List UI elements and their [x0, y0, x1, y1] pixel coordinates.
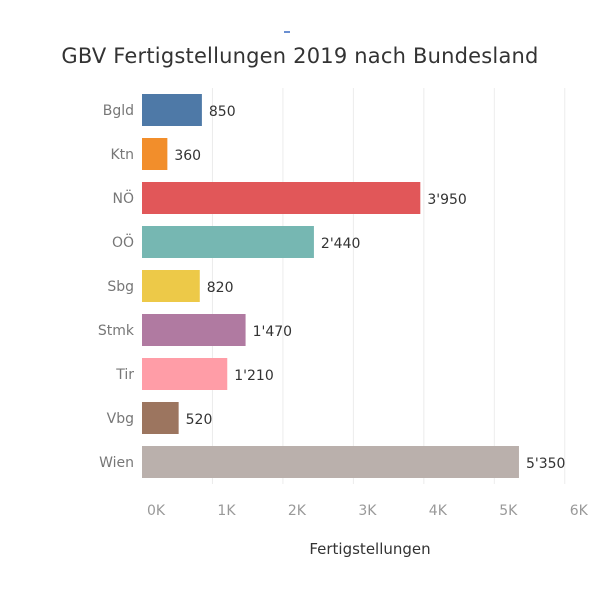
category-label: Bgld: [103, 103, 134, 119]
bar[interactable]: [142, 182, 421, 214]
x-axis-title: Fertigstellungen: [309, 540, 431, 558]
category-label: Wien: [99, 455, 134, 471]
value-label: 5'350: [526, 456, 565, 472]
x-tick-label: 1K: [217, 503, 236, 519]
bar[interactable]: [142, 402, 179, 434]
value-label: 2'440: [321, 236, 360, 252]
category-label: NÖ: [113, 189, 135, 207]
x-tick-label: 4K: [429, 503, 448, 519]
grid-layer: [211, 88, 566, 484]
top-marker: [284, 31, 290, 33]
bar[interactable]: [142, 94, 202, 126]
bar[interactable]: [142, 226, 314, 258]
value-label: 1'210: [234, 368, 273, 384]
x-axis-ticks: 0K 1K 2K 3K 4K 5K 6K: [147, 503, 589, 519]
value-label: 820: [207, 280, 234, 296]
category-label: OÖ: [112, 233, 134, 251]
category-label: Stmk: [98, 323, 135, 339]
value-label: 520: [186, 412, 213, 428]
x-tick-label: 0K: [147, 503, 166, 519]
bar[interactable]: [142, 314, 246, 346]
x-tick-label: 2K: [288, 503, 307, 519]
bar[interactable]: [142, 446, 519, 478]
value-label: 3'950: [427, 192, 466, 208]
category-label: Sbg: [107, 279, 134, 295]
value-label: 360: [174, 148, 201, 164]
label-layer: Bgld 850 Ktn 360 NÖ 3'950 OÖ 2'440 Sbg 820 Stmk 1'4…: [98, 103, 566, 472]
bar-layer: [142, 94, 519, 478]
bar[interactable]: [142, 270, 200, 302]
bar[interactable]: [142, 358, 228, 390]
value-label: 850: [209, 104, 236, 120]
category-label: Ktn: [110, 147, 134, 163]
x-tick-label: 6K: [570, 503, 589, 519]
x-tick-label: 5K: [499, 503, 518, 519]
chart-title: GBV Fertigstellungen 2019 nach Bundeslan…: [61, 44, 539, 68]
x-tick-label: 3K: [358, 503, 377, 519]
category-label: Vbg: [107, 411, 134, 427]
value-label: 1'470: [253, 324, 292, 340]
category-label: Tir: [115, 367, 134, 383]
bar[interactable]: [142, 138, 168, 170]
